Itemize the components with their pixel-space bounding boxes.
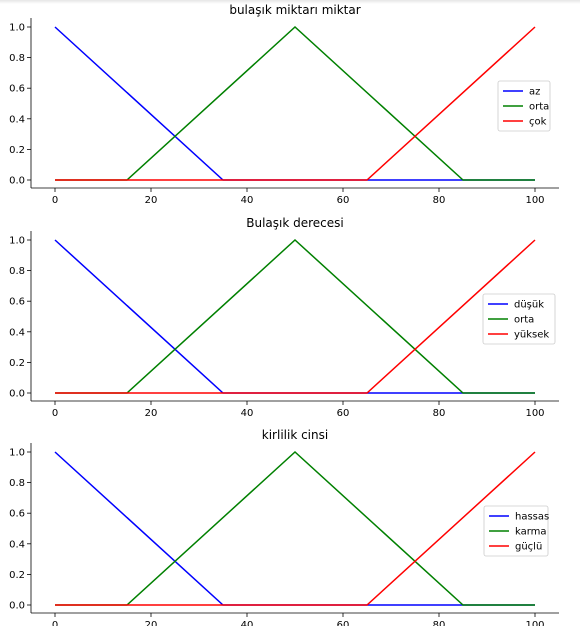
chart-title: kirlilik cinsi — [262, 428, 328, 442]
x-tick-label: 80 — [433, 620, 446, 626]
legend-box — [497, 80, 551, 132]
y-tick-label: 0.8 — [9, 53, 25, 64]
y-tick-label: 1.0 — [9, 236, 25, 247]
y-tick-label: 0.2 — [9, 358, 25, 369]
x-tick-label: 20 — [145, 195, 158, 206]
y-tick-label: 0.2 — [9, 145, 25, 156]
series-line-karma — [55, 450, 535, 606]
x-tick-label: 0 — [52, 620, 58, 626]
y-tick-label: 0.0 — [9, 389, 25, 400]
chart-title: bulaşık miktarı miktar — [229, 3, 360, 17]
y-tick-label: 0.8 — [9, 478, 25, 489]
legend-entry: güçlü — [515, 542, 542, 553]
y-tick-label: 0.6 — [9, 297, 25, 308]
x-tick-label: 100 — [525, 408, 544, 419]
x-tick-label: 40 — [241, 408, 254, 419]
y-tick-label: 0.2 — [9, 570, 25, 581]
x-tick-label: 100 — [525, 195, 544, 206]
y-tick-label: 0.4 — [9, 539, 25, 550]
x-tick-label: 0 — [52, 408, 58, 419]
y-tick-label: 0.4 — [9, 327, 25, 338]
legend-entry: orta — [514, 315, 534, 326]
x-tick-label: 60 — [337, 195, 350, 206]
x-tick-label: 60 — [337, 620, 350, 626]
series-line-hassas — [54, 451, 535, 606]
y-tick-label: 0.4 — [9, 114, 25, 125]
x-tick-label: 80 — [433, 408, 446, 419]
y-tick-label: 1.0 — [9, 448, 25, 459]
series-line-çok — [55, 26, 536, 181]
legend-entry: az — [529, 87, 540, 98]
chart-1: bulaşık miktarı miktar 0.0 0.2 0.4 0.6 0.8 1.0… — [9, 3, 559, 206]
legend-entry: düşük — [514, 300, 544, 311]
series-line-orta — [55, 25, 535, 181]
x-tick-label: 20 — [145, 408, 158, 419]
series-line-düşük — [54, 239, 535, 394]
y-tick-label: 0.6 — [9, 84, 25, 95]
series-line-yüksek — [55, 239, 536, 394]
legend-box — [482, 293, 556, 345]
legend-box — [483, 505, 549, 557]
x-tick-label: 40 — [241, 620, 254, 626]
legend-entry: karma — [515, 527, 547, 538]
x-tick-label: 0 — [52, 195, 58, 206]
chart-2: Bulaşık derecesi 0.0 0.2 0.4 0.6 0.8 1.0 0 20 40 6… — [9, 216, 559, 419]
x-tick-label: 80 — [433, 195, 446, 206]
chart-title: Bulaşık derecesi — [246, 216, 344, 230]
legend-entry: orta — [529, 102, 549, 113]
series-line-az — [54, 26, 535, 181]
x-tick-label: 60 — [337, 408, 350, 419]
chart-3: kirlilik cinsi 0.0 0.2 0.4 0.6 0.8 1.0 0 20 40 60 8… — [9, 428, 559, 626]
y-tick-label: 0.0 — [9, 601, 25, 612]
y-tick-label: 0.8 — [9, 266, 25, 277]
window-top-shadow — [0, 0, 580, 4]
series-line-orta — [55, 238, 535, 394]
legend-entry: çok — [529, 117, 547, 128]
series-line-güçlü — [55, 451, 536, 606]
x-tick-label: 20 — [145, 620, 158, 626]
legend-entry: yüksek — [514, 330, 549, 341]
y-tick-label: 1.0 — [9, 23, 25, 34]
y-tick-label: 0.0 — [9, 176, 25, 187]
y-tick-label: 0.6 — [9, 509, 25, 520]
legend-entry: hassas — [515, 512, 549, 523]
x-tick-label: 40 — [241, 195, 254, 206]
x-tick-label: 100 — [525, 620, 544, 626]
